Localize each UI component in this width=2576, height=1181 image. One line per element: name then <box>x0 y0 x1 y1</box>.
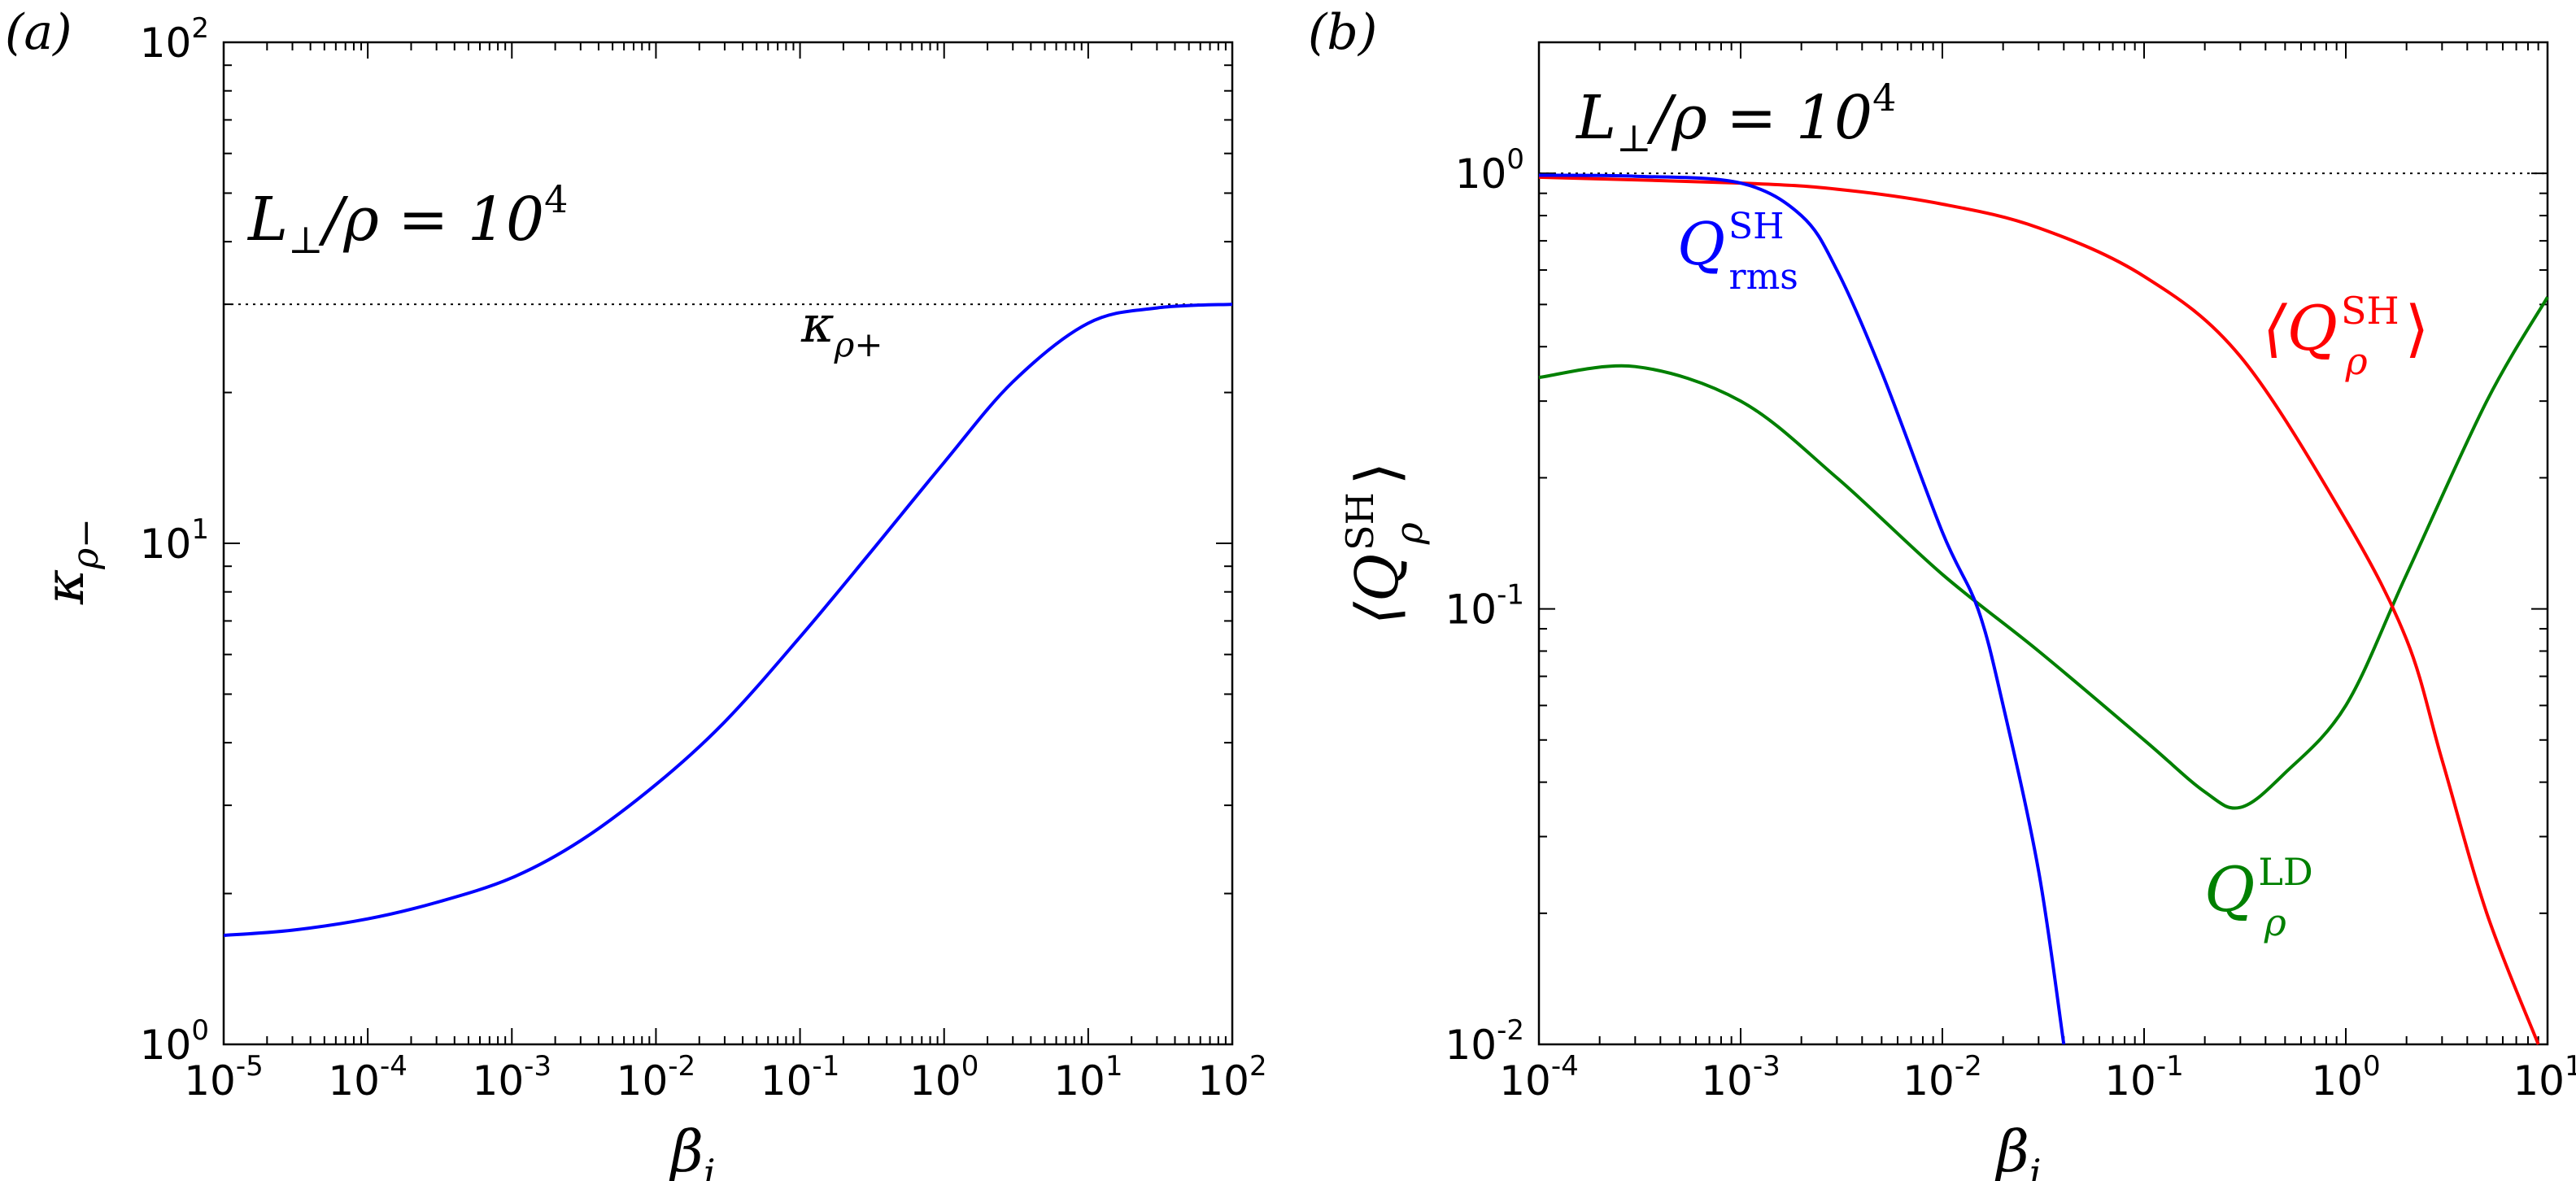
panel-a-series-line <box>223 303 1233 937</box>
panel-a-x-tick-label: 10-3 <box>473 1050 552 1105</box>
panel-a-x-tick-label: 102 <box>1197 1050 1266 1105</box>
panel-b-x-tick-label: 10-2 <box>1903 1050 1982 1105</box>
panel-a-ticks <box>223 41 1233 1045</box>
panel-a-reference-label: κρ+ <box>800 294 883 364</box>
panel-b-x-tick-label: 101 <box>2513 1050 2576 1105</box>
legend-label-q-sh-avg: ⟨QSH ρ ⟩ <box>2263 289 2429 383</box>
panel-a-tick-labels: 10-5 10-4 10-3 10-2 10-1 100 101 102 100 101 102 <box>140 12 1267 1105</box>
panel-a-x-tick-label: 10-5 <box>184 1050 264 1105</box>
panel-b-label: (b) <box>1308 4 1377 61</box>
panel-a-x-tick-label: 10-4 <box>328 1050 408 1105</box>
panel-b-y-label: ⟨QSH ρ⟩ <box>1338 462 1431 625</box>
panel-a-annotation: L⊥/ρ = 104 <box>246 177 568 262</box>
panel-b-x-tick-label: 10-4 <box>1499 1050 1579 1105</box>
panel-b-x-tick-label: 100 <box>2311 1050 2380 1105</box>
panel-b-x-label: βi <box>1994 1118 2041 1181</box>
panel-a-y-tick-label: 102 <box>140 12 209 67</box>
panel-b-y-tick-label: 100 <box>1455 143 1524 198</box>
panel-a: (a) 10-5 10-4 10-3 10-2 10-1 100 101 1021001011… <box>5 4 1267 1181</box>
panel-b-y-tick-label: 10-2 <box>1445 1014 1524 1069</box>
panel-a-y-label: κρ− <box>33 518 107 605</box>
panel-b-tick-labels: 10-4 10-3 10-2 10-1 100 101 10-2 10-1 100 <box>1445 143 2576 1105</box>
panel-b-series-q-ld <box>1538 296 2549 810</box>
panel-b-series-q-rms-sh <box>1538 173 2066 1045</box>
panel-a-x-tick-label: 10-2 <box>617 1050 696 1105</box>
panel-a-y-tick-label: 100 <box>140 1014 209 1069</box>
panel-a-x-label: βi <box>668 1118 715 1181</box>
panel-b-y-tick-label: 10-1 <box>1445 579 1524 634</box>
panel-b-annotation: L⊥/ρ = 104 <box>1575 76 1896 160</box>
panel-b-x-tick-label: 10-1 <box>2104 1050 2184 1105</box>
panel-a-label: (a) <box>5 4 72 61</box>
panel-a-x-tick-label: 100 <box>909 1050 979 1105</box>
panel-a-x-tick-label: 10-1 <box>761 1050 840 1105</box>
panel-a-y-tick-label: 101 <box>140 513 209 568</box>
legend-label-q-rms-sh: QSH rms <box>1677 206 1798 298</box>
panel-b-ticks <box>1538 41 2548 1045</box>
panel-b-x-tick-label: 10-3 <box>1701 1050 1781 1105</box>
panel-b-frame <box>1537 41 2549 1046</box>
panel-b: (b) 10-4 10-3 10-2 10-1 100 101 10-2 10-1 100 L⊥… <box>1308 4 2576 1181</box>
panel-a-x-tick-label: 101 <box>1053 1050 1122 1105</box>
legend-label-q-ld: QLD ρ <box>2204 850 2313 944</box>
panel-b-series-q-sh-avg <box>1538 175 2540 1045</box>
